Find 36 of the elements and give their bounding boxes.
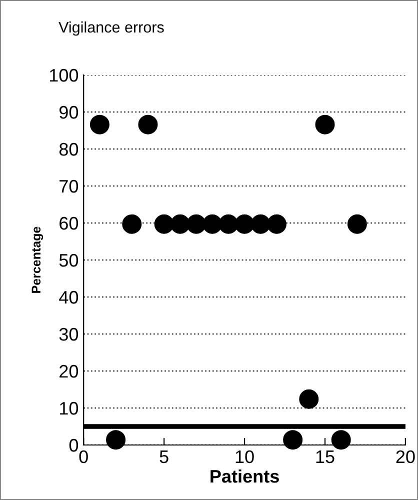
point [202,214,222,234]
y-tick-label: 10 [60,402,78,415]
point [138,114,158,134]
y-tick-label: 20 [60,364,78,378]
point [170,214,190,234]
y-axis-title: Percentage [32,226,44,293]
point [299,389,319,409]
point [234,214,254,234]
y-tick-label: 40 [59,290,78,304]
point [331,430,351,450]
point [283,430,303,450]
point [218,214,238,234]
y-tick-label: 100 [50,68,78,82]
point [347,214,367,234]
point [154,214,174,234]
point [266,214,286,234]
x-tick-label: 0 [79,450,88,464]
x-tick-label: 20 [396,450,415,464]
y-tick-label: 60 [60,216,78,230]
point [186,214,206,234]
y-tick-label: 90 [60,106,78,119]
point [315,114,335,134]
y-tick-label: 80 [59,142,78,156]
x-tick-label: 10 [236,450,254,464]
point [106,430,126,450]
y-tick-label: 0 [69,438,78,452]
x-tick-label: 5 [160,450,168,464]
x-axis-title: Patients [210,469,279,483]
y-tick-label: 70 [60,180,78,193]
chart-title: Vigilance errors [58,21,164,36]
point [122,214,142,234]
point [250,214,270,234]
y-tick-label: 50 [59,254,78,267]
point [90,114,110,134]
y-tick-label: 30 [59,328,78,341]
x-tick-label: 15 [316,450,334,464]
